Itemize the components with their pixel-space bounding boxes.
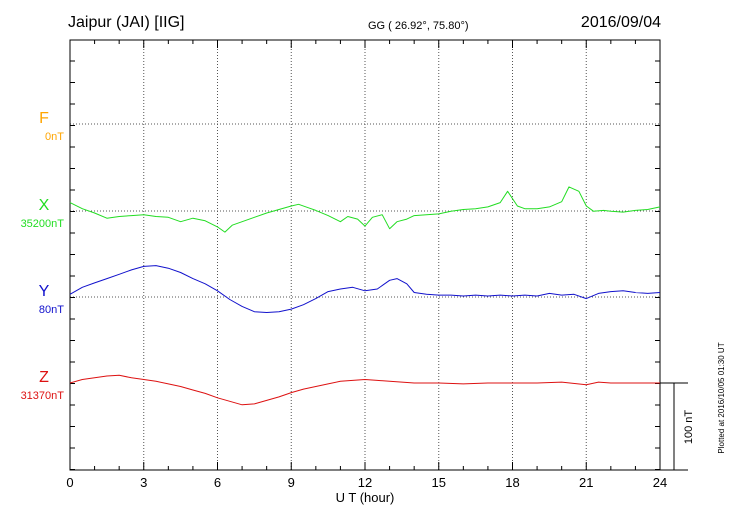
- plotted-note: Plotted at 2016/10/05 01:30 UT: [717, 342, 726, 453]
- x-tick-label: 18: [505, 475, 519, 490]
- chart-title: Jaipur (JAI) [IIG]: [68, 14, 184, 31]
- series-line-y: [69, 265, 661, 313]
- series-baseline-y: 80nT: [39, 304, 64, 316]
- series-line-x: [69, 186, 661, 233]
- grid-lines: [70, 40, 660, 470]
- plot-frame: [69, 39, 661, 471]
- series-baseline-z: 31370nT: [21, 390, 65, 402]
- station-coordinates: GG ( 26.92°, 75.80°): [368, 20, 469, 32]
- series-name-f: F: [39, 110, 49, 127]
- series-name-x: X: [39, 197, 50, 214]
- x-tick-label: 0: [66, 475, 73, 490]
- chart-date: 2016/09/04: [581, 14, 661, 31]
- series-baseline-f: 0nT: [45, 131, 64, 143]
- x-tick-label: 21: [579, 475, 593, 490]
- x-tick-label: 24: [653, 475, 667, 490]
- series-labels: F 0nT X 35200nT Y 80nT Z 31370nT: [21, 110, 65, 402]
- series-name-z: Z: [39, 369, 49, 386]
- scale-bar: 100 nT: [660, 382, 695, 471]
- series-name-y: Y: [39, 283, 50, 300]
- scale-bar-label: 100 nT: [683, 410, 695, 445]
- x-tick-label: 6: [214, 475, 221, 490]
- series-line-z: [69, 374, 660, 406]
- x-tick-label: 15: [432, 475, 446, 490]
- x-tick-label: 9: [288, 475, 295, 490]
- series-group: [69, 186, 661, 406]
- x-tick-label: 12: [358, 475, 372, 490]
- series-baseline-x: 35200nT: [21, 218, 65, 230]
- x-tick-label: 3: [140, 475, 147, 490]
- axis-ticks: [69, 40, 661, 470]
- x-tick-labels: 0 3 6 9 12 15 18 21 24: [66, 475, 667, 490]
- x-axis-label: U T (hour): [336, 490, 395, 505]
